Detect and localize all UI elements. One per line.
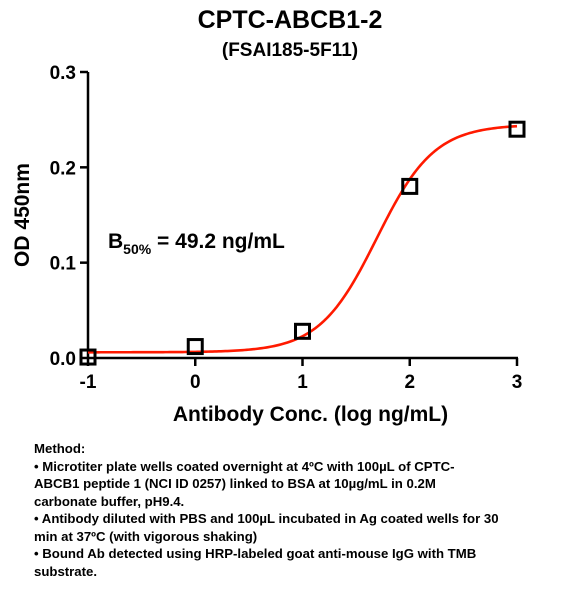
y-tick-label: 0.2 <box>50 158 76 179</box>
data-point-marker <box>508 120 526 138</box>
chart-title: CPTC-ABCB1-2 <box>197 6 383 34</box>
method-heading: Method: <box>34 441 86 456</box>
b50-prefix: B <box>108 230 123 253</box>
method-line: substrate. <box>34 563 98 579</box>
x-ticks: -1 0 1 2 3 <box>80 358 523 393</box>
data-markers <box>79 120 526 366</box>
x-tick-label: 2 <box>404 372 415 393</box>
y-axis-label: OD 450nm <box>11 163 34 267</box>
b50-annotation: B50% = 49.2 ng/mL <box>108 230 285 257</box>
data-point-marker <box>294 322 311 340</box>
method-line: • Microtiter plate wells coated overnigh… <box>34 458 455 474</box>
data-point-marker <box>186 338 204 356</box>
x-tick-label: 1 <box>297 372 308 393</box>
y-ticks: 0.0 0.1 0.2 0.3 <box>50 63 88 370</box>
y-tick-label: 0.0 <box>50 349 76 370</box>
x-axis-label: Antibody Conc. (log ng/mL) <box>173 403 448 426</box>
x-tick-label: 3 <box>512 372 523 393</box>
method-line: • Antibody diluted with PBS and 100µL in… <box>34 511 499 526</box>
x-tick-label: 0 <box>190 372 201 393</box>
y-tick-label: 0.1 <box>50 254 77 275</box>
b50-value: = 49.2 ng/mL <box>151 230 285 253</box>
method-section: Method: • Microtiter plate wells coated … <box>34 440 574 580</box>
method-line: ABCB1 peptide 1 (NCI ID 0257) linked to … <box>34 476 436 491</box>
data-point-marker <box>79 348 97 366</box>
fit-curve <box>88 124 518 354</box>
method-line: carbonate buffer, pH9.4. <box>34 493 185 509</box>
x-tick-label: -1 <box>80 372 97 393</box>
method-line: min at 37ºC (with vigorous shaking) <box>34 528 258 544</box>
b50-subscript: 50% <box>123 241 152 257</box>
y-tick-label: 0.3 <box>50 63 76 84</box>
chart-subtitle: (FSAI185-5F11) <box>221 40 359 61</box>
chart: 0.0 0.1 0.2 0.3 -1 0 1 2 3 OD 450nm Antibody Co… <box>11 63 526 426</box>
method-line: • Bound Ab detected using HRP-labeled go… <box>34 546 477 561</box>
data-point-marker <box>401 177 419 195</box>
